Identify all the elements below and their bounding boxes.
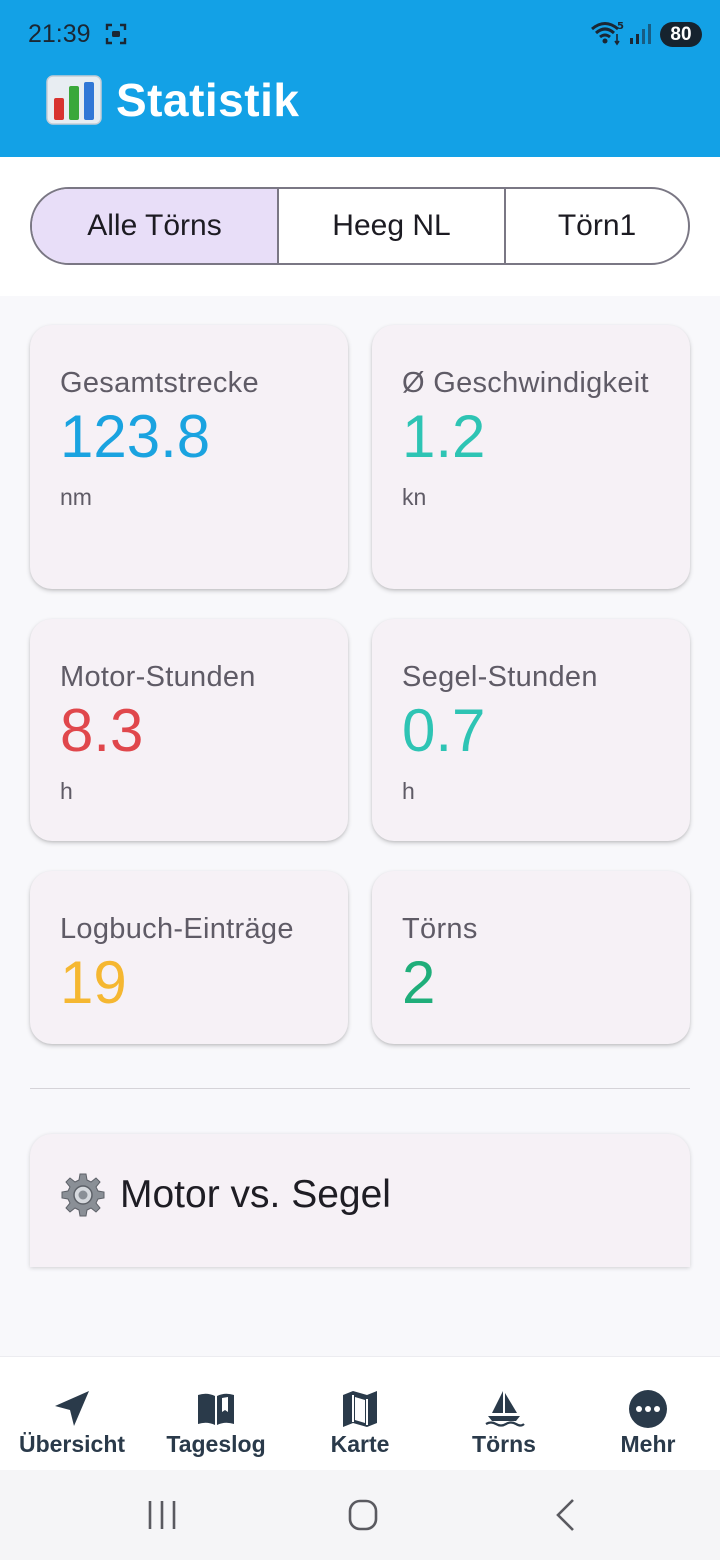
tour-filter-segmented: Alle Törns Heeg NL Törn1 [30,187,690,265]
stat-label: Törns [402,913,478,945]
stat-label: Ø Geschwindigkeit [402,367,649,399]
gear-icon [61,1173,105,1217]
screenshot-icon [105,23,127,45]
stat-card-gesamtstrecke: Gesamtstrecke 123.8 nm [30,325,348,589]
system-navigation-bar [0,1470,720,1560]
stat-label: Logbuch-Einträge [60,913,294,945]
signal-icon [630,24,651,44]
tab-alle-toerns[interactable]: Alle Törns [32,189,277,263]
battery-indicator: 80 [660,22,702,47]
back-icon[interactable] [545,1495,585,1535]
stat-unit: kn [402,484,427,510]
nav-label: Karte [330,1431,390,1457]
filter-bar: Alle Törns Heeg NL Törn1 [0,157,720,296]
section-header: Motor vs. Segel [60,1172,391,1218]
stat-unit: h [60,778,73,804]
nav-label: Törns [472,1431,536,1457]
more-dots-icon [629,1390,667,1428]
svg-text:5: 5 [617,21,624,32]
nav-label: Tageslog [166,1431,266,1457]
navigation-arrow-icon [55,1391,89,1426]
section-divider [30,1088,690,1089]
bottom-navigation: Übersicht Tageslog Karte Törns [0,1356,720,1470]
tab-toern1[interactable]: Törn1 [504,189,688,263]
open-book-icon [198,1393,234,1425]
status-bar: 21:39 5 80 [0,0,720,68]
page-title: Statistik [116,74,300,126]
nav-toerns[interactable]: Törns [432,1357,576,1470]
recent-apps-icon[interactable] [142,1495,182,1535]
motor-vs-segel-card: Motor vs. Segel [30,1134,690,1267]
home-icon[interactable] [343,1495,383,1535]
wifi-icon: 5 [591,21,624,46]
sailboat-icon [485,1391,525,1427]
stat-value: 0.7 [402,697,486,764]
stat-card-toerns: Törns 2 [372,871,690,1044]
stat-label: Motor-Stunden [60,661,256,693]
app-header: 21:39 5 80 Statistik [0,0,720,157]
stat-label: Gesamtstrecke [60,367,259,399]
nav-mehr[interactable]: Mehr [576,1357,720,1470]
stat-card-motor-stunden: Motor-Stunden 8.3 h [30,619,348,841]
section-title: Motor vs. Segel [120,1173,391,1216]
stat-value: 19 [60,949,127,1016]
stat-unit: nm [60,484,92,510]
stat-value: 8.3 [60,697,144,764]
stat-label: Segel-Stunden [402,661,598,693]
nav-karte[interactable]: Karte [288,1357,432,1470]
stat-card-geschwindigkeit: Ø Geschwindigkeit 1.2 kn [372,325,690,589]
tab-heeg-nl[interactable]: Heeg NL [277,189,504,263]
nav-label: Mehr [620,1431,676,1457]
stat-unit: h [402,778,415,804]
bar-chart-icon [46,75,102,125]
stat-card-segel-stunden: Segel-Stunden 0.7 h [372,619,690,841]
stat-card-logbuch-eintraege: Logbuch-Einträge 19 [30,871,348,1044]
stat-value: 1.2 [402,403,486,470]
nav-tageslog[interactable]: Tageslog [144,1357,288,1470]
nav-label: Übersicht [18,1431,126,1457]
status-time: 21:39 [28,20,91,48]
stat-value: 2 [402,949,436,1016]
nav-uebersicht[interactable]: Übersicht [0,1357,144,1470]
title-row: Statistik [46,72,299,128]
stat-value: 123.8 [60,403,211,470]
map-icon [343,1391,377,1427]
